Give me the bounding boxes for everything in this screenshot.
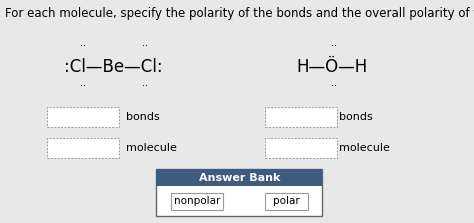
Text: H—Ö—H: H—Ö—H [296,58,367,76]
FancyBboxPatch shape [47,138,118,158]
Text: ··: ·· [142,81,147,91]
Text: bonds: bonds [126,112,159,122]
Text: ··: ·· [80,41,86,51]
FancyBboxPatch shape [171,193,223,210]
FancyBboxPatch shape [265,138,337,158]
Text: ··: ·· [142,41,147,51]
FancyBboxPatch shape [265,193,308,210]
Text: molecule: molecule [126,143,176,153]
FancyBboxPatch shape [156,169,322,186]
Text: bonds: bonds [339,112,373,122]
FancyBboxPatch shape [47,107,118,127]
Text: ··: ·· [80,81,86,91]
Text: polar: polar [273,196,300,206]
Text: molecule: molecule [339,143,390,153]
Text: :Cl—Be—Cl:: :Cl—Be—Cl: [64,58,163,76]
FancyBboxPatch shape [265,107,337,127]
FancyBboxPatch shape [156,169,322,216]
Text: nonpolar: nonpolar [173,196,220,206]
Text: Answer Bank: Answer Bank [199,173,280,183]
Text: ··: ·· [331,41,337,51]
Text: ··: ·· [331,81,337,91]
Text: For each molecule, specify the polarity of the bonds and the overall polarity of: For each molecule, specify the polarity … [5,7,474,20]
